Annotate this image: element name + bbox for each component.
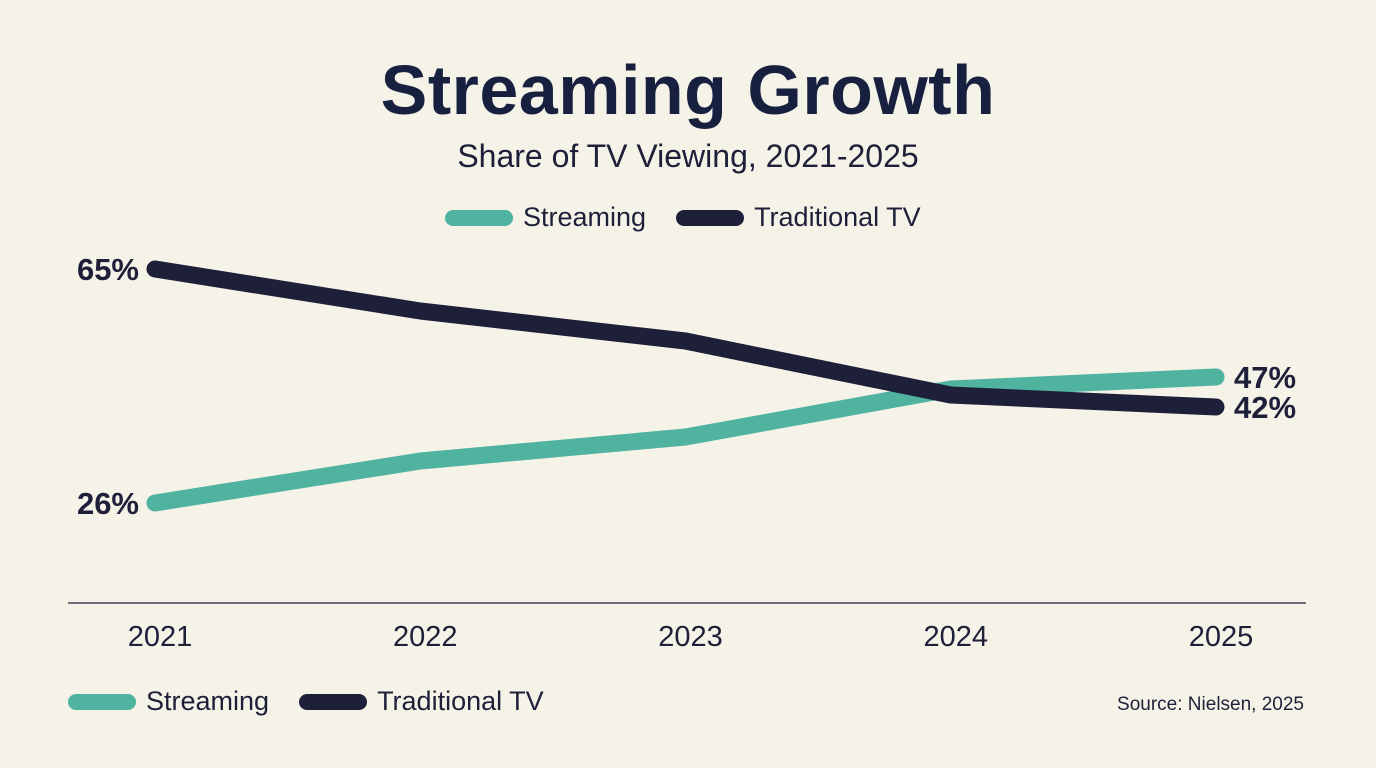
x-tick-label: 2021 bbox=[128, 621, 193, 653]
source-note: Source: Nielsen, 2025 bbox=[1117, 694, 1304, 715]
legend-bottom: Streaming Traditional TV bbox=[68, 686, 574, 717]
chart-title: Streaming Growth bbox=[380, 51, 996, 129]
legend-label-streaming: Streaming bbox=[146, 686, 270, 716]
x-tick-label: 2025 bbox=[1189, 621, 1254, 653]
legend-item-streaming: Streaming bbox=[68, 686, 269, 717]
data-label-end: 42% bbox=[1234, 390, 1296, 425]
legend-label-traditional: Traditional TV bbox=[377, 686, 544, 716]
x-tick-label: 2023 bbox=[658, 621, 723, 653]
data-label-start: 26% bbox=[77, 486, 139, 521]
x-tick-label: 2024 bbox=[923, 621, 988, 653]
legend-label-traditional: Traditional TV bbox=[754, 202, 921, 232]
legend-swatch-traditional bbox=[676, 209, 745, 226]
legend-swatch-streaming bbox=[445, 209, 513, 226]
legend-swatch-traditional bbox=[299, 693, 368, 710]
legend-item-traditional: Traditional TV bbox=[299, 686, 544, 717]
legend-swatch-streaming bbox=[68, 693, 136, 710]
chart-subtitle: Share of TV Viewing, 2021-2025 bbox=[457, 138, 919, 174]
data-label-start: 65% bbox=[77, 252, 139, 287]
legend-top: Streaming Traditional TV bbox=[445, 202, 951, 233]
legend-label-streaming: Streaming bbox=[523, 202, 647, 232]
legend-item-traditional: Traditional TV bbox=[676, 202, 921, 233]
data-label-end: 47% bbox=[1234, 360, 1296, 395]
legend-item-streaming: Streaming bbox=[445, 202, 646, 233]
x-tick-label: 2022 bbox=[393, 621, 458, 653]
